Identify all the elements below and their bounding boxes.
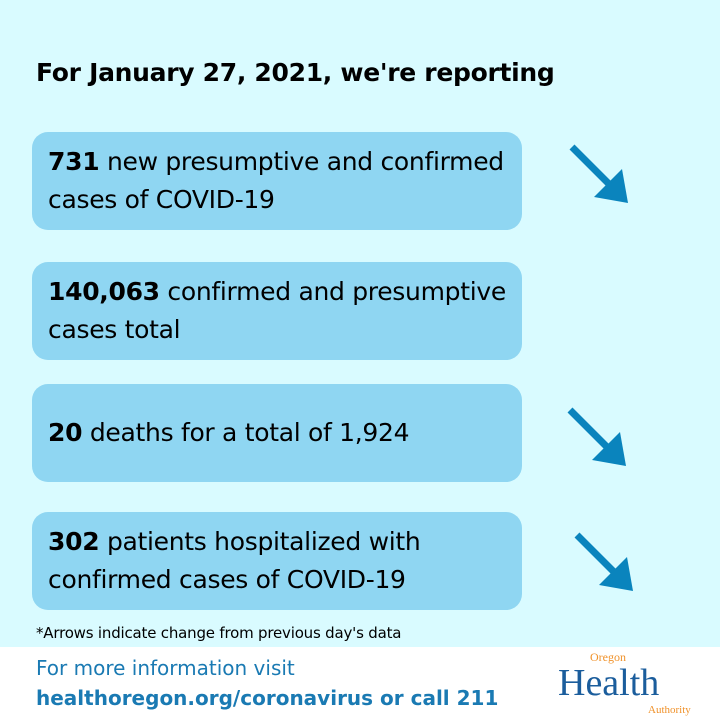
arrow-down-right-icon (567, 407, 626, 466)
footer-info-text: For more information visit (36, 656, 295, 680)
stat-hospitalized: 302 patients hospitalized with confirmed… (32, 512, 522, 610)
stat-new-cases: 731 new presumptive and confirmed cases … (32, 132, 522, 230)
stat-text: confirmed and presumptive cases total (48, 277, 506, 344)
stat-number: 302 (48, 527, 100, 556)
stat-number: 20 (48, 418, 83, 447)
stat-number: 731 (48, 147, 100, 176)
footer (0, 647, 720, 720)
arrows-note: *Arrows indicate change from previous da… (36, 624, 402, 642)
stat-text: patients hospitalized with confirmed cas… (48, 527, 421, 594)
arrow-down-right-icon (574, 532, 633, 591)
stat-number: 140,063 (48, 277, 160, 306)
logo-authority-text: Authority (648, 704, 691, 716)
stat-deaths: 20 deaths for a total of 1,924 (32, 384, 522, 482)
arrow-down-right-icon (569, 144, 628, 203)
stat-total-cases: 140,063 confirmed and presumptive cases … (32, 262, 522, 360)
page-title: For January 27, 2021, we're reporting (36, 58, 555, 87)
logo-oregon-text: Oregon (590, 650, 626, 664)
stat-text: deaths for a total of 1,924 (82, 418, 410, 447)
oregon-health-authority-logo: Oregon Health Authority (556, 651, 701, 717)
footer-link[interactable]: healthoregon.org/coronavirus or call 211 (36, 686, 499, 710)
stat-text: new presumptive and confirmed cases of C… (48, 147, 504, 214)
logo-health-text: Health (558, 662, 660, 704)
